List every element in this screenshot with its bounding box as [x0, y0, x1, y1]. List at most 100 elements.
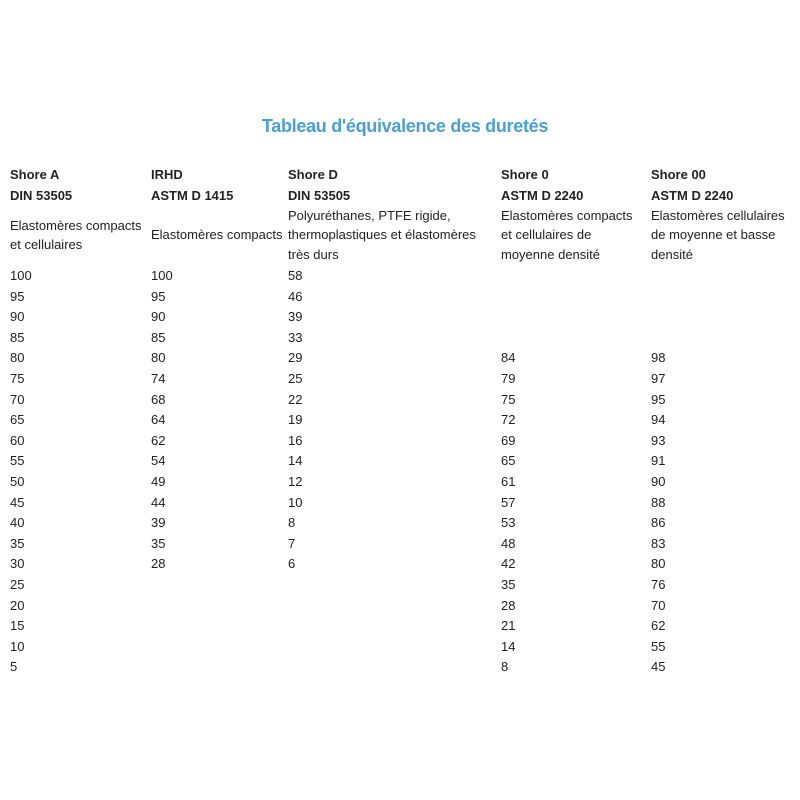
description-text: Elastomères compacts et cellulaires de m…: [501, 207, 633, 262]
table-cell: 95: [651, 391, 666, 407]
table-cell: 28: [501, 597, 516, 613]
table-cell: 62: [651, 618, 666, 634]
column-name: Shore A: [10, 167, 60, 182]
column-values: 100 95 90 85 80 75 70 65 60 55 50 45 40 35 30 25 20 15 10 5: [10, 266, 150, 678]
table-cell: 91: [651, 453, 666, 469]
description-text: Polyuréthanes, PTFE rigide, thermoplasti…: [288, 207, 476, 262]
column-shore-0: Shore 0 ASTM D 2240 Elastomères compacts…: [501, 164, 646, 678]
column-standard: ASTM D 2240: [501, 188, 584, 203]
column-values: 100 95 90 85 80 74 68 64 62 54 49 44 39 35 28: [151, 266, 291, 678]
table-cell: 83: [651, 535, 666, 551]
table-cell: 50: [10, 473, 25, 489]
table-cell: [501, 307, 646, 328]
table-cell: 76: [651, 576, 666, 592]
table-cell: 95: [10, 288, 25, 304]
table-cell: 12: [288, 473, 303, 489]
table-cell: 8: [501, 659, 509, 675]
column-values: 98 97 95 94 93 91 90 88 86 83 80 76 70 62 55 45: [651, 266, 796, 678]
table-cell: [501, 266, 646, 287]
table-cell: 48: [501, 535, 516, 551]
column-name: Shore D: [288, 167, 338, 182]
table-cell: 69: [501, 432, 516, 448]
table-cell: 20: [10, 597, 25, 613]
table-cell: [151, 616, 291, 637]
column-description: Elastomères compacts et cellulaires de m…: [501, 207, 646, 263]
column-standard: DIN 53505: [288, 188, 351, 203]
table-cell: 70: [10, 391, 25, 407]
table-cell: 60: [10, 432, 25, 448]
column-name: Shore 0: [501, 167, 549, 182]
table-cell: 95: [151, 288, 166, 304]
table-cell: 33: [288, 329, 303, 345]
table-cell: 85: [10, 329, 25, 345]
table-cell: 55: [651, 638, 666, 654]
table-cell: 74: [151, 370, 166, 386]
column-name: Shore 00: [651, 167, 706, 182]
table-cell: [151, 657, 291, 678]
table-cell: 8: [288, 515, 296, 531]
table-cell: [288, 637, 493, 658]
table-cell: [151, 575, 291, 596]
table-cell: 10: [10, 638, 25, 654]
column-description: Elastomères compacts et cellulaires: [10, 207, 150, 263]
table-cell: 65: [10, 412, 25, 428]
table-cell: 65: [501, 453, 516, 469]
table-cell: 15: [10, 618, 25, 634]
table-cell: 35: [151, 535, 166, 551]
table-cell: 45: [651, 659, 666, 675]
table-cell: 100: [10, 268, 32, 283]
description-text: Elastomères compacts et cellulaires: [10, 217, 142, 253]
table-cell: 25: [288, 370, 303, 386]
table-cell: 90: [151, 309, 166, 325]
column-description: Elastomères cellulaires de moyenne et ba…: [651, 207, 796, 263]
table-cell: 86: [651, 515, 666, 531]
table-cell: 7: [288, 535, 296, 551]
table-cell: 28: [151, 556, 166, 572]
table-cell: 42: [501, 556, 516, 572]
table-cell: 21: [501, 618, 516, 634]
table-cell: [651, 287, 796, 308]
table-cell: 14: [501, 638, 516, 654]
table-cell: 97: [651, 370, 666, 386]
table-cell: 16: [288, 432, 303, 448]
table-cell: 57: [501, 494, 516, 510]
table-cell: 93: [651, 432, 666, 448]
column-shore-a: Shore A DIN 53505 Elastomères compacts e…: [10, 164, 150, 678]
table-cell: 98: [651, 350, 666, 366]
table-cell: 29: [288, 350, 303, 366]
table-cell: 6: [288, 556, 296, 572]
table-cell: 40: [10, 515, 25, 531]
table-cell: 90: [10, 309, 25, 325]
table-cell: [288, 616, 493, 637]
table-cell: 22: [288, 391, 303, 407]
table-cell: 39: [288, 309, 303, 325]
table-cell: 62: [151, 432, 166, 448]
table-cell: [501, 328, 646, 349]
table-cell: 85: [151, 329, 166, 345]
column-standard: ASTM D 1415: [151, 188, 234, 203]
table-cell: 53: [501, 515, 516, 531]
table-cell: [288, 596, 493, 617]
table-cell: 80: [10, 350, 25, 366]
table-cell: 58: [288, 268, 303, 283]
table-cell: [151, 596, 291, 617]
table-cell: [288, 575, 493, 596]
table-cell: 46: [288, 288, 303, 304]
table-cell: 54: [151, 453, 166, 469]
table-cell: 94: [651, 412, 666, 428]
table-cell: 88: [651, 494, 666, 510]
column-shore-00: Shore 00 ASTM D 2240 Elastomères cellula…: [651, 164, 796, 678]
table-cell: 49: [151, 473, 166, 489]
page-title: Tableau d'équivalence des duretés: [261, 116, 549, 136]
table-cell: 44: [151, 494, 166, 510]
table-cell: 14: [288, 453, 303, 469]
table-cell: [151, 637, 291, 658]
table-cell: 39: [151, 515, 166, 531]
column-values: 58 46 39 33 29 25 22 19 16 14 12 10 8 7 6: [288, 266, 493, 678]
table-cell: 100: [151, 268, 173, 283]
column-irhd: IRHD ASTM D 1415 Elastomères compacts 10…: [151, 164, 291, 678]
table-cell: 84: [501, 350, 516, 366]
table-cell: 45: [10, 494, 25, 510]
table-cell: [651, 328, 796, 349]
table-cell: 70: [651, 597, 666, 613]
